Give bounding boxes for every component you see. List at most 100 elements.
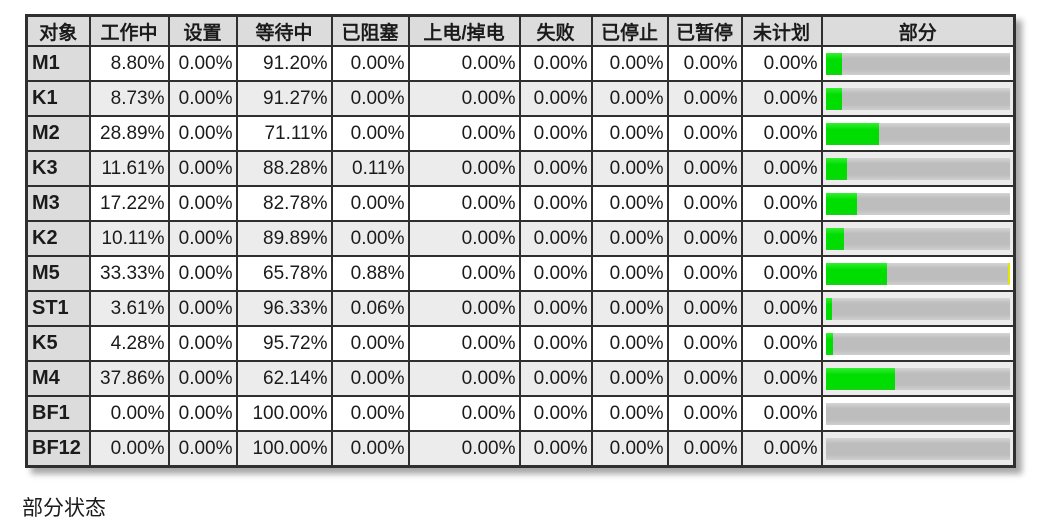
cell-waiting: 71.11% — [235, 115, 333, 152]
row-label: BF12 — [25, 430, 91, 468]
cell-unplanned: 0.00% — [740, 45, 823, 82]
cell-unplanned: 0.00% — [740, 185, 823, 222]
cell-blocked: 0.00% — [330, 220, 410, 257]
row-label: BF1 — [25, 395, 91, 432]
table-row: M4 37.86% 0.00% 62.14% 0.00% 0.00% 0.00%… — [25, 360, 1016, 397]
cell-waiting: 95.72% — [235, 325, 333, 362]
cell-working: 3.61% — [88, 290, 170, 327]
portion-bar-track — [825, 87, 1010, 110]
cell-waiting: 96.33% — [235, 290, 333, 327]
table-body: M1 8.80% 0.00% 91.20% 0.00% 0.00% 0.00% … — [25, 45, 1016, 468]
cell-paused: 0.00% — [666, 290, 743, 327]
cell-waiting: 100.00% — [235, 395, 333, 432]
cell-portion-bar — [820, 395, 1016, 432]
cell-paused: 0.00% — [666, 80, 743, 117]
portion-bar-working-segment — [825, 367, 896, 390]
cell-portion-bar — [820, 45, 1016, 82]
cell-portion-bar — [820, 290, 1016, 327]
cell-setup: 0.00% — [167, 185, 238, 222]
cell-waiting: 62.14% — [235, 360, 333, 397]
cell-working: 10.11% — [88, 220, 170, 257]
cell-working: 33.33% — [88, 255, 170, 292]
header-row: 对象 工作中 设置 等待中 已阻塞 上电/掉电 失败 已停止 已暂停 未计划 部… — [25, 14, 1016, 47]
portion-bar-working-segment — [825, 87, 842, 110]
cell-unplanned: 0.00% — [740, 150, 823, 187]
cell-working: 8.80% — [88, 45, 170, 82]
cell-powerupdown: 0.00% — [407, 395, 521, 432]
cell-blocked: 0.00% — [330, 185, 410, 222]
cell-setup: 0.00% — [167, 220, 238, 257]
row-label: M1 — [25, 45, 91, 82]
cell-stopped: 0.00% — [590, 80, 669, 117]
cell-portion-bar — [820, 150, 1016, 187]
cell-unplanned: 0.00% — [740, 80, 823, 117]
cell-portion-bar — [820, 185, 1016, 222]
cell-powerupdown: 0.00% — [407, 360, 521, 397]
row-label: K3 — [25, 150, 91, 187]
cell-stopped: 0.00% — [590, 430, 669, 468]
cell-paused: 0.00% — [666, 150, 743, 187]
cell-failed: 0.00% — [518, 290, 593, 327]
cell-powerupdown: 0.00% — [407, 80, 521, 117]
row-label: M3 — [25, 185, 91, 222]
portion-bar-track — [825, 402, 1010, 425]
cell-paused: 0.00% — [666, 45, 743, 82]
cell-unplanned: 0.00% — [740, 220, 823, 257]
cell-failed: 0.00% — [518, 115, 593, 152]
portion-bar-working-segment — [825, 227, 845, 250]
cell-blocked: 0.00% — [330, 360, 410, 397]
cell-waiting: 91.20% — [235, 45, 333, 82]
cell-paused: 0.00% — [666, 360, 743, 397]
cell-blocked: 0.00% — [330, 325, 410, 362]
column-header-waiting: 等待中 — [235, 14, 333, 47]
cell-blocked: 0.00% — [330, 80, 410, 117]
cell-portion-bar — [820, 430, 1016, 468]
portion-bar-track — [825, 122, 1010, 145]
cell-failed: 0.00% — [518, 185, 593, 222]
cell-setup: 0.00% — [167, 255, 238, 292]
cell-portion-bar — [820, 255, 1016, 292]
column-header-stopped: 已停止 — [590, 14, 669, 47]
cell-failed: 0.00% — [518, 255, 593, 292]
cell-portion-bar — [820, 115, 1016, 152]
cell-setup: 0.00% — [167, 325, 238, 362]
chart-caption: 部分状态 — [22, 497, 106, 520]
row-label: M2 — [25, 115, 91, 152]
portion-bar-working-segment — [825, 262, 887, 285]
table-row: ST1 3.61% 0.00% 96.33% 0.06% 0.00% 0.00%… — [25, 290, 1016, 327]
cell-setup: 0.00% — [167, 395, 238, 432]
table-row: K3 11.61% 0.00% 88.28% 0.11% 0.00% 0.00%… — [25, 150, 1016, 187]
resource-statistics-table: 对象 工作中 设置 等待中 已阻塞 上电/掉电 失败 已停止 已暂停 未计划 部… — [25, 14, 1016, 468]
cell-paused: 0.00% — [666, 255, 743, 292]
portion-bar-blocked-segment — [1008, 262, 1010, 285]
portion-bar-track — [825, 192, 1010, 215]
cell-unplanned: 0.00% — [740, 325, 823, 362]
cell-unplanned: 0.00% — [740, 360, 823, 397]
cell-working: 4.28% — [88, 325, 170, 362]
cell-working: 8.73% — [88, 80, 170, 117]
cell-failed: 0.00% — [518, 220, 593, 257]
cell-blocked: 0.88% — [330, 255, 410, 292]
column-header-blocked: 已阻塞 — [330, 14, 410, 47]
column-header-failed: 失败 — [518, 14, 593, 47]
portion-bar-track — [825, 437, 1010, 460]
cell-powerupdown: 0.00% — [407, 325, 521, 362]
portion-bar-working-segment — [825, 122, 879, 145]
cell-powerupdown: 0.00% — [407, 290, 521, 327]
cell-stopped: 0.00% — [590, 360, 669, 397]
column-header-portion: 部分 — [820, 14, 1016, 47]
cell-stopped: 0.00% — [590, 290, 669, 327]
cell-paused: 0.00% — [666, 325, 743, 362]
table-row: K1 8.73% 0.00% 91.27% 0.00% 0.00% 0.00% … — [25, 80, 1016, 117]
cell-stopped: 0.00% — [590, 395, 669, 432]
cell-stopped: 0.00% — [590, 185, 669, 222]
portion-bar-track — [825, 297, 1010, 320]
portion-bar-working-segment — [825, 332, 834, 355]
cell-working: 28.89% — [88, 115, 170, 152]
cell-setup: 0.00% — [167, 360, 238, 397]
cell-working: 0.00% — [88, 395, 170, 432]
table-row: M2 28.89% 0.00% 71.11% 0.00% 0.00% 0.00%… — [25, 115, 1016, 152]
cell-unplanned: 0.00% — [740, 115, 823, 152]
cell-working: 11.61% — [88, 150, 170, 187]
